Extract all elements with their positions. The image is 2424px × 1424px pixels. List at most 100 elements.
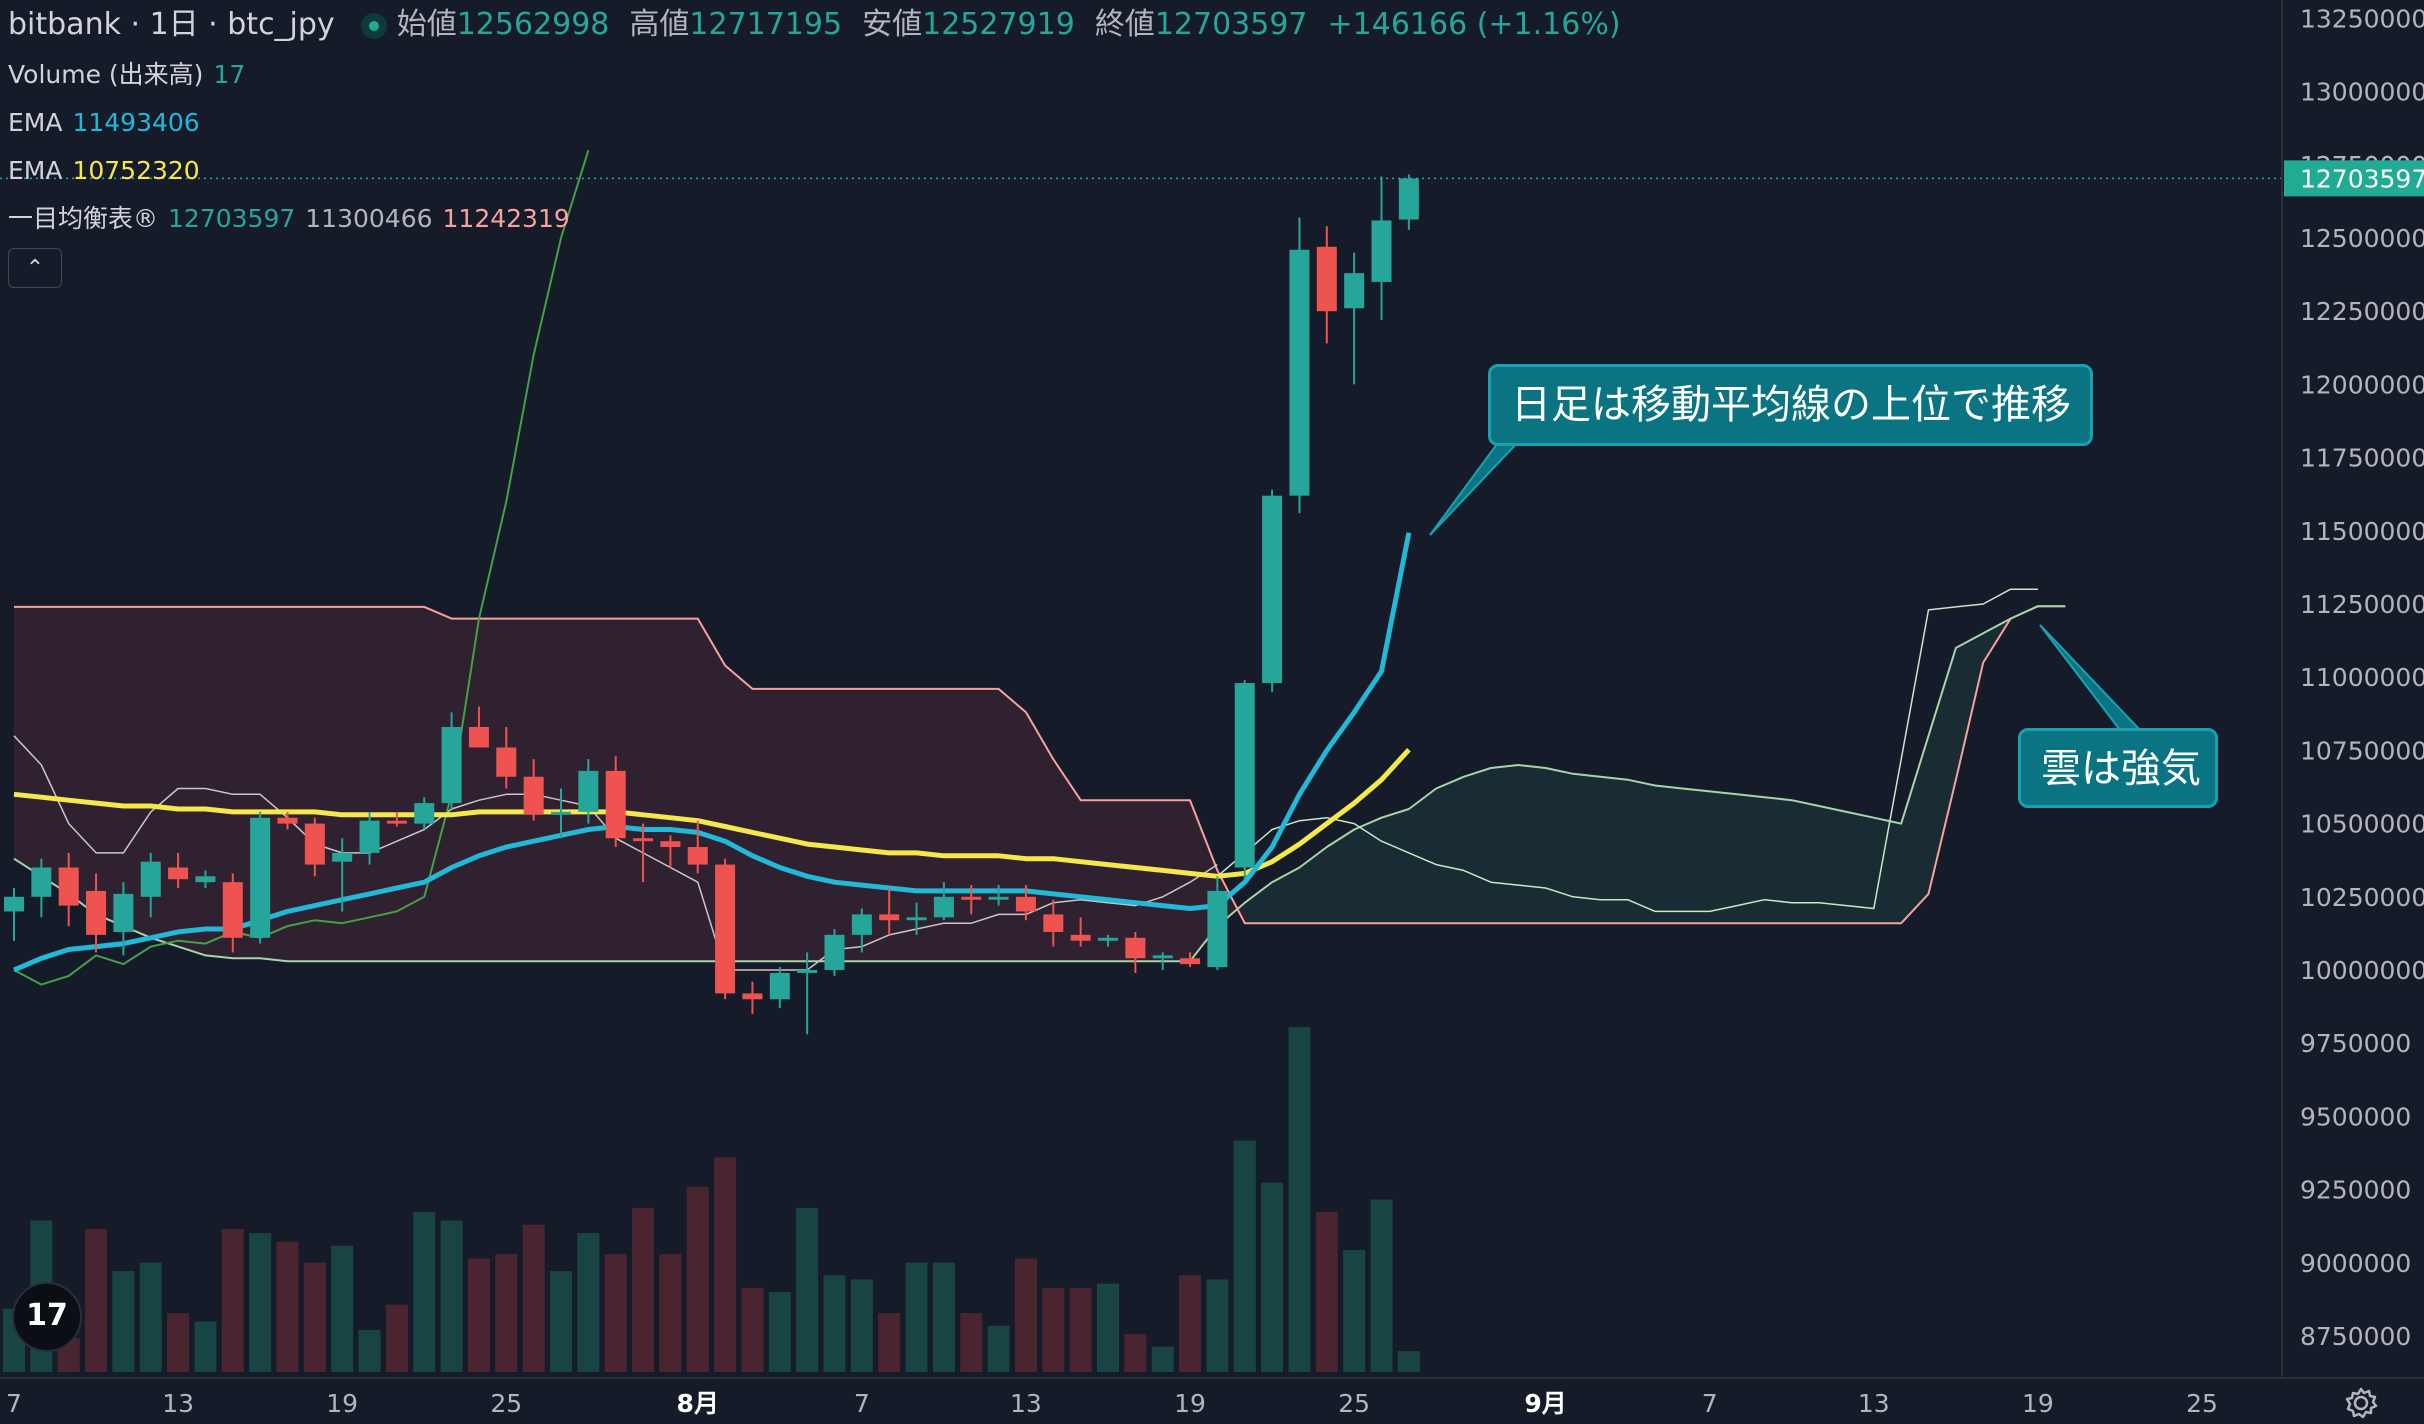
volume-bar: [632, 1207, 655, 1372]
ichimoku-cloud-segment: [643, 618, 671, 962]
ichimoku-cloud-segment: [1655, 785, 1683, 924]
volume-bar: [850, 1279, 873, 1372]
candle-body: [961, 896, 982, 900]
ichimoku-cloud-segment: [1928, 647, 1956, 894]
candle-body: [769, 972, 790, 1000]
ichimoku-cloud-segment: [1846, 811, 1874, 924]
ichimoku-cloud-segment: [1682, 788, 1710, 924]
candle-body: [86, 890, 107, 935]
ichimoku-cloud-segment: [971, 688, 999, 962]
time-tick-label: 9月: [1524, 1389, 1566, 1418]
time-tick-label: 7: [6, 1389, 22, 1418]
volume-bar: [194, 1321, 217, 1372]
volume-bar: [741, 1287, 764, 1372]
ichimoku-cloud-segment: [916, 688, 944, 962]
ohlc-close: 終値12703597: [1094, 7, 1308, 42]
symbol-title[interactable]: bitbank · 1日 · btc_jpy: [8, 7, 335, 42]
volume-bar: [1097, 1283, 1119, 1372]
candle-body: [633, 838, 654, 842]
chart-header: bitbank · 1日 · btc_jpy 始値12562998 高値127171…: [8, 8, 1631, 42]
ichimoku-cloud-segment: [342, 606, 370, 962]
annotation-callout-cloud[interactable]: 雲は強気: [2018, 728, 2218, 808]
ichimoku-cloud-segment: [1791, 800, 1820, 924]
ichimoku-cloud-segment: [314, 606, 343, 962]
ichimoku-cloud-segment: [1518, 765, 1546, 924]
candle-body: [414, 803, 435, 824]
ichimoku-cloud-segment: [588, 618, 616, 962]
price-tick-label: 10500000: [2300, 810, 2424, 839]
ichimoku-cloud-segment: [998, 688, 1026, 962]
volume-value: 17: [213, 60, 246, 89]
ema-fast-line: [13, 532, 1412, 973]
volume-bar: [139, 1262, 162, 1372]
legend-ema-fast[interactable]: EMA 11493406: [8, 106, 210, 140]
collapse-legend-button[interactable]: ⌃: [8, 248, 62, 288]
price-tick-label: 13000000: [2300, 78, 2424, 107]
ichimoku-cloud-segment: [1709, 791, 1738, 924]
price-tick-label: 11000000: [2300, 663, 2424, 692]
ichimoku-cloud-segment: [1873, 817, 1902, 924]
price-tick-label: 9250000: [2300, 1176, 2411, 1205]
candle-body: [195, 876, 216, 883]
candle-body: [250, 817, 271, 938]
price-change: +146166 (+1.16%): [1327, 7, 1621, 42]
candle-body: [113, 893, 134, 932]
legend-ichimoku[interactable]: 一目均衡表® 12703597 11300466 11242319: [8, 202, 580, 236]
ichimoku-cloud-segment: [1162, 800, 1190, 962]
annotation-callout-ema[interactable]: 日足は移動平均線の上位で推移: [1488, 364, 2093, 446]
volume-bar: [331, 1245, 354, 1372]
ichimoku-cloud-segment: [123, 606, 151, 938]
volume-bar: [495, 1254, 518, 1372]
tradingview-logo-icon[interactable]: 17: [12, 1282, 82, 1352]
chevron-up-icon: ⌃: [25, 256, 45, 281]
candle-body: [1262, 495, 1283, 684]
candle-body: [441, 726, 462, 804]
candle-body: [277, 817, 298, 824]
candle-body: [222, 882, 243, 938]
volume-bar: [878, 1313, 901, 1372]
ichimoku-cloud-segment: [1545, 768, 1573, 924]
ichimoku-cloud-segment: [479, 618, 507, 962]
price-tick-label: 9000000: [2300, 1249, 2411, 1278]
volume-bar: [1343, 1249, 1366, 1372]
ichimoku-cloud-segment: [1600, 776, 1628, 924]
time-tick-label: 13: [1858, 1389, 1890, 1418]
volume-bar: [823, 1275, 846, 1372]
volume-bar: [1014, 1258, 1037, 1372]
candle-body: [523, 776, 544, 815]
ichimoku-cloud-segment: [1764, 797, 1792, 924]
volume-bar: [686, 1186, 709, 1372]
legend-ema-slow[interactable]: EMA 10752320: [8, 154, 210, 188]
price-tick-label: 9500000: [2300, 1102, 2411, 1131]
volume-bar: [1397, 1350, 1420, 1372]
volume-bar: [1370, 1199, 1393, 1372]
ichimoku-label: 一目均衡表®: [8, 204, 159, 233]
volume-bar: [796, 1207, 819, 1372]
volume-bar: [85, 1228, 108, 1372]
ichimoku-cloud-segment: [1080, 800, 1108, 962]
price-scale-panel: [2282, 0, 2424, 1424]
ichimoku-cloud-segment: [1326, 829, 1355, 924]
volume-bar: [1179, 1275, 1202, 1372]
time-tick-label: 19: [1174, 1389, 1206, 1418]
ichimoku-cloud-segment: [1463, 768, 1491, 924]
volume-bar: [714, 1157, 737, 1372]
price-tick-label: 10750000: [2300, 736, 2424, 765]
ichimoku-cloud-segment: [1901, 735, 1929, 924]
volume-label: Volume (出来高): [8, 60, 204, 89]
volume-bar: [1151, 1346, 1174, 1372]
ichimoku-senkou-a-line: [13, 605, 2066, 963]
gear-icon[interactable]: [2344, 1386, 2378, 1420]
legend-volume[interactable]: Volume (出来高) 17: [8, 58, 255, 92]
price-tick-label: 12000000: [2300, 370, 2424, 399]
price-tick-label: 12250000: [2300, 297, 2424, 326]
candle-body: [1316, 246, 1337, 312]
candle-body: [1070, 934, 1091, 941]
volume-bar: [249, 1233, 272, 1372]
time-tick-label: 7: [854, 1389, 870, 1418]
time-tick-label: 25: [2186, 1389, 2218, 1418]
candle-body: [1125, 937, 1146, 959]
candle-body: [742, 993, 763, 1000]
